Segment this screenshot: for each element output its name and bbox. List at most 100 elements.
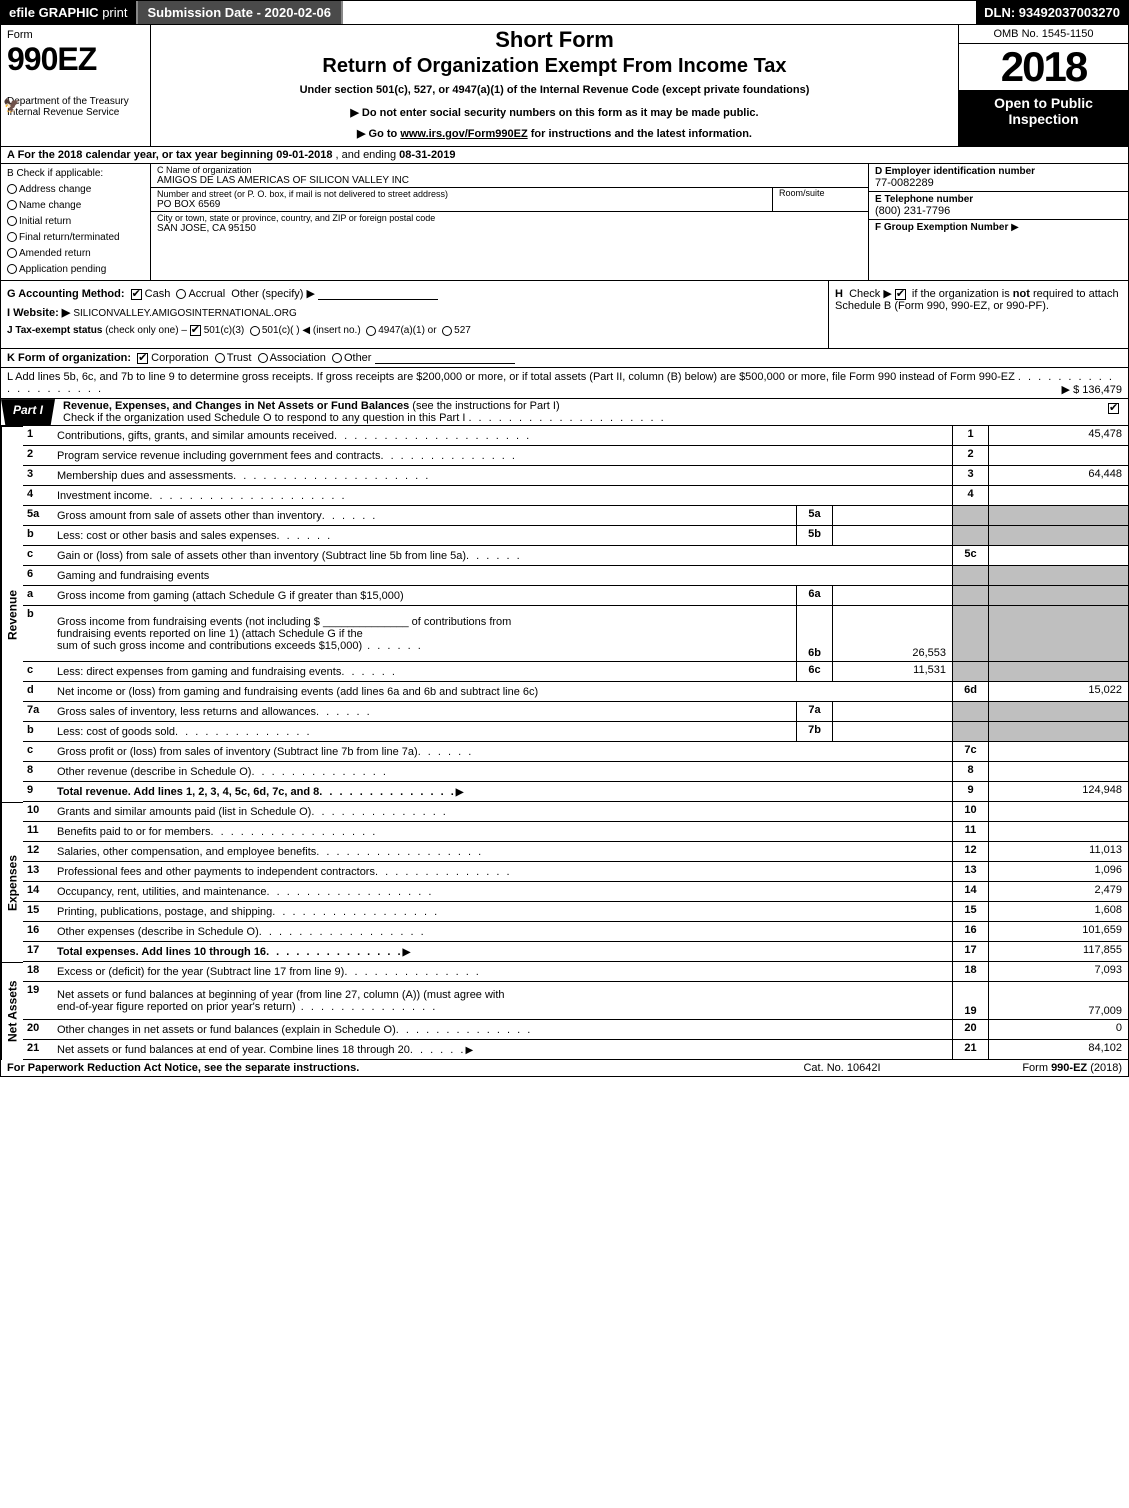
c-city-row: City or town, state or province, country… xyxy=(151,212,868,235)
line-a-mid: , and ending xyxy=(336,149,400,161)
irs-seal-icon: 🦅 xyxy=(3,97,20,114)
line-a: A For the 2018 calendar year, or tax yea… xyxy=(0,147,1129,164)
row-14-val: 2,479 xyxy=(988,882,1128,901)
goto-post: for instructions and the latest informat… xyxy=(528,128,752,140)
dept-text: Department of the Treasury xyxy=(7,96,129,107)
row-6b-subval: 26,553 xyxy=(832,606,952,661)
row-15-val: 1,608 xyxy=(988,902,1128,921)
k-trust: Trust xyxy=(227,352,252,364)
row-10-desc: Grants and similar amounts paid (list in… xyxy=(57,806,311,818)
chk-h[interactable] xyxy=(895,289,906,300)
goto-link[interactable]: www.irs.gov/Form990EZ xyxy=(400,128,527,140)
row-7a-desc: Gross sales of inventory, less returns a… xyxy=(57,706,316,718)
row-3: 3 Membership dues and assessments 3 64,4… xyxy=(23,466,1128,486)
chk-other-org[interactable] xyxy=(332,353,342,363)
row-18-val: 7,093 xyxy=(988,962,1128,981)
c-addr-row: Number and street (or P. O. box, if mail… xyxy=(151,188,868,212)
dept-label: Department of the Treasury Internal Reve… xyxy=(7,96,144,118)
k-other-input[interactable] xyxy=(375,352,515,364)
box-e: E Telephone number (800) 231-7796 xyxy=(869,192,1128,220)
row-17: 17 Total expenses. Add lines 10 through … xyxy=(23,942,1128,962)
row-7b-desc: Less: cost of goods sold xyxy=(57,726,175,738)
g-other: Other (specify) ▶ xyxy=(231,288,315,300)
tax-year: 2018 xyxy=(959,44,1128,91)
chk-name-change[interactable]: Name change xyxy=(7,198,144,214)
row-9-desc: Total revenue. Add lines 1, 2, 3, 4, 5c,… xyxy=(57,786,319,798)
chk-4947[interactable] xyxy=(366,326,376,336)
header-center: Short Form Return of Organization Exempt… xyxy=(151,25,958,146)
l-text: L Add lines 5b, 6c, and 7b to line 9 to … xyxy=(7,371,1015,383)
chk-initial-return[interactable]: Initial return xyxy=(7,214,144,230)
open-public-label: Open to Public Inspection xyxy=(959,91,1128,146)
part-1-header: Part I Revenue, Expenses, and Changes in… xyxy=(0,399,1129,426)
row-12-val: 11,013 xyxy=(988,842,1128,861)
k-assoc: Association xyxy=(270,352,326,364)
j-opt2: 501(c)( ) ◀ (insert no.) xyxy=(262,325,361,336)
row-20-val: 0 xyxy=(988,1020,1128,1039)
j-opt3: 4947(a)(1) or xyxy=(378,325,436,336)
row-6b-desc-l2: fundraising events reported on line 1) (… xyxy=(57,628,363,640)
chk-corporation[interactable] xyxy=(137,353,148,364)
l-amount: ▶ $ 136,479 xyxy=(1062,383,1122,396)
g-other-input[interactable] xyxy=(318,288,438,300)
row-5c-val xyxy=(988,546,1128,565)
row-6b-desc-l3: sum of such gross income and contributio… xyxy=(57,640,362,652)
row-20: 20 Other changes in net assets or fund b… xyxy=(23,1020,1128,1040)
j-detail: (check only one) – xyxy=(105,325,187,336)
row-6c-subval: 11,531 xyxy=(832,662,952,681)
chk-501c[interactable] xyxy=(250,326,260,336)
row-7c: c Gross profit or (loss) from sales of i… xyxy=(23,742,1128,762)
row-13-val: 1,096 xyxy=(988,862,1128,881)
row-15: 15 Printing, publications, postage, and … xyxy=(23,902,1128,922)
row-4-val xyxy=(988,486,1128,505)
row-12-desc: Salaries, other compensation, and employ… xyxy=(57,846,316,858)
footer-catno: Cat. No. 10642I xyxy=(742,1062,942,1074)
row-1: 1 Contributions, gifts, grants, and simi… xyxy=(23,426,1128,446)
g-cash: Cash xyxy=(145,288,171,300)
row-4-desc: Investment income xyxy=(57,490,149,502)
row-19-val: 77,009 xyxy=(988,982,1128,1019)
row-6d-desc: Net income or (loss) from gaming and fun… xyxy=(57,686,538,698)
row-18: 18 Excess or (deficit) for the year (Sub… xyxy=(23,962,1128,982)
k-corp: Corporation xyxy=(151,352,208,364)
chk-trust[interactable] xyxy=(215,353,225,363)
goto-pre: ▶ Go to xyxy=(357,128,400,140)
chk-address-change[interactable]: Address change xyxy=(7,182,144,198)
chk-application-pending[interactable]: Application pending xyxy=(7,262,144,278)
part-1-title: Revenue, Expenses, and Changes in Net As… xyxy=(55,399,1102,425)
part1-dots xyxy=(468,412,665,424)
group-label: F Group Exemption Number xyxy=(875,222,1008,233)
row-19-desc-l2: end-of-year figure reported on prior yea… xyxy=(57,1001,296,1013)
row-4: 4 Investment income 4 xyxy=(23,486,1128,506)
row-7c-val xyxy=(988,742,1128,761)
row-8: 8 Other revenue (describe in Schedule O)… xyxy=(23,762,1128,782)
row-14: 14 Occupancy, rent, utilities, and maint… xyxy=(23,882,1128,902)
row-5b-subval xyxy=(832,526,952,545)
header-right: OMB No. 1545-1150 2018 Open to Public In… xyxy=(958,25,1128,146)
efile-text: efile GRAPHIC xyxy=(9,5,99,20)
efile-label: efile GRAPHIC print xyxy=(1,1,136,24)
row-13: 13 Professional fees and other payments … xyxy=(23,862,1128,882)
g-label: G Accounting Method: xyxy=(7,288,125,300)
chk-association[interactable] xyxy=(258,353,268,363)
chk-cash[interactable] xyxy=(131,289,142,300)
chk-schedule-o[interactable] xyxy=(1108,403,1119,414)
dln-label: DLN: 93492037003270 xyxy=(976,1,1128,24)
line-i: I Website: ▶ SILICONVALLEY.AMIGOSINTERNA… xyxy=(7,306,822,319)
chk-amended-return[interactable]: Amended return xyxy=(7,246,144,262)
row-16-desc: Other expenses (describe in Schedule O) xyxy=(57,926,259,938)
row-7b: b Less: cost of goods sold 7b xyxy=(23,722,1128,742)
warn-line: ▶ Do not enter social security numbers o… xyxy=(159,106,950,119)
c-addr-label: Number and street (or P. O. box, if mail… xyxy=(157,189,772,199)
row-6a-subval xyxy=(832,586,952,605)
row-19: 19 Net assets or fund balances at beginn… xyxy=(23,982,1128,1020)
chk-accrual[interactable] xyxy=(176,289,186,299)
chk-501c3[interactable] xyxy=(190,325,201,336)
chk-527[interactable] xyxy=(442,326,452,336)
chk-final-return[interactable]: Final return/terminated xyxy=(7,230,144,246)
row-11: 11 Benefits paid to or for members 11 xyxy=(23,822,1128,842)
row-5a-subval xyxy=(832,506,952,525)
row-3-desc: Membership dues and assessments xyxy=(57,470,233,482)
submission-date: Submission Date - 2020-02-06 xyxy=(136,1,344,24)
line-h: H Check ▶ if the organization is not req… xyxy=(828,281,1128,348)
